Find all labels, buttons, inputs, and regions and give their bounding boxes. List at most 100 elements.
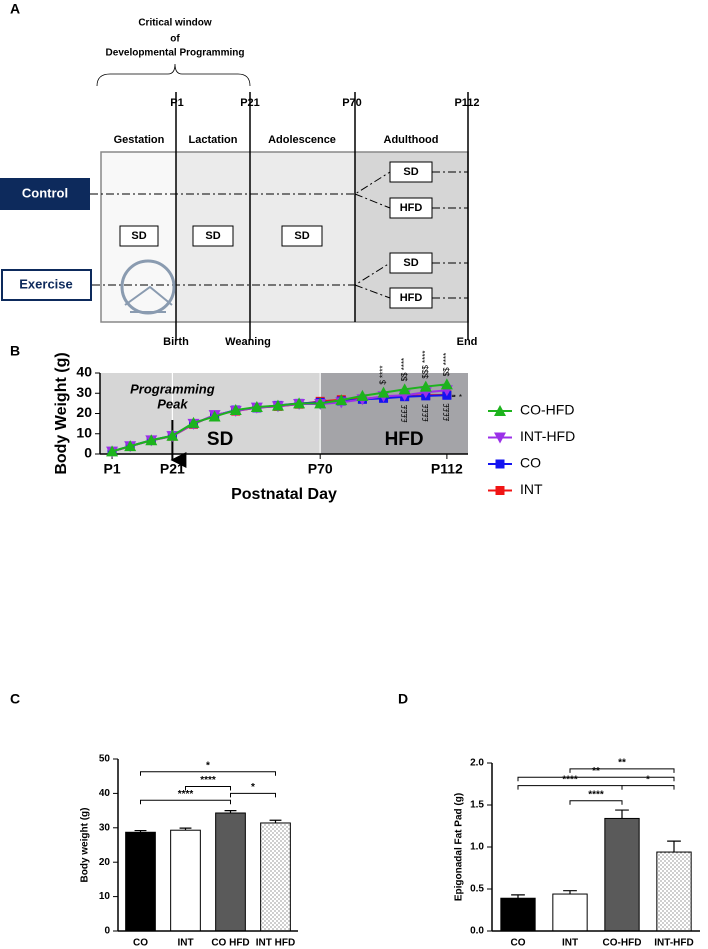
bar (500, 897, 536, 932)
region-label: SD (207, 429, 233, 450)
marker (398, 383, 411, 395)
phase: Adolescence (268, 134, 336, 146)
y-tick-label: 30 (99, 822, 111, 833)
significance-bracket (140, 799, 231, 805)
marker (166, 429, 179, 441)
marker (271, 399, 284, 411)
y-tick-label: 40 (76, 364, 92, 380)
diet-label: SD (131, 230, 146, 242)
diet-label: HFD (400, 292, 423, 304)
significance-label: * (206, 760, 210, 771)
bar (170, 829, 201, 932)
y-tick-label: 40 (99, 788, 111, 799)
significance-bracket (569, 800, 623, 805)
bar (215, 812, 246, 932)
marker (293, 397, 306, 409)
significance-mark: ££££ (400, 404, 409, 422)
diet-label: HFD (400, 202, 423, 214)
x-tick-label: P70 (308, 461, 333, 477)
y-tick-label: 0 (84, 445, 92, 461)
group-label: Control (22, 185, 68, 200)
x-tick-label: INT (562, 938, 578, 949)
milestone: End (457, 336, 478, 348)
error-bar (667, 840, 681, 853)
panel-a: A Critical window of Developmental Progr… (0, 1, 480, 348)
window-text: Developmental Programming (106, 48, 245, 59)
marker (124, 440, 137, 452)
marker (229, 404, 242, 416)
legend-label: CO-HFD (520, 402, 574, 418)
annotation: Peak (157, 396, 188, 411)
error-bar (563, 890, 577, 895)
significance-label: ** (618, 758, 626, 769)
significance-label: **** (200, 775, 216, 786)
group-box (0, 178, 90, 210)
marker (419, 380, 432, 392)
milestone: Weaning (225, 336, 271, 348)
x-tick-label: P21 (160, 461, 185, 477)
x-tick-label: INT (177, 938, 193, 949)
y-tick-label: 10 (99, 891, 111, 902)
marker (208, 410, 221, 422)
x-tick-label: CO (511, 938, 526, 949)
diet-label: SD (205, 230, 220, 242)
bar (552, 893, 588, 932)
diet-box (192, 225, 234, 247)
bar (260, 822, 291, 932)
group-label: Exercise (19, 276, 73, 291)
diet-box (119, 225, 159, 247)
wheel-icon (124, 285, 173, 313)
diet-label: SD (403, 257, 418, 269)
x-tick-label: CO-HFD (603, 938, 642, 949)
y-tick-label: 30 (76, 384, 92, 400)
shaded-region (100, 373, 321, 454)
timepoint: P70 (342, 97, 362, 109)
significance-mark: $ **** (379, 366, 388, 385)
milestone: Birth (163, 336, 189, 348)
marker (106, 445, 119, 457)
diet-label: SD (403, 166, 418, 178)
significance-label: ** (592, 766, 600, 777)
legend-label: INT-HFD (520, 428, 575, 444)
diet-box (389, 287, 433, 309)
panel-label: B (10, 343, 20, 359)
significance-label: **** (588, 789, 604, 800)
significance-mark: $$ **** (442, 353, 451, 377)
flow-line (92, 262, 468, 299)
y-tick-label: 2.0 (470, 758, 484, 769)
x-tick-label: CO HFD (211, 938, 249, 949)
significance-mark: $$ **** (400, 358, 409, 382)
timepoint: P1 (170, 97, 183, 109)
window-text: Critical window (138, 18, 212, 29)
error-bar (511, 894, 525, 899)
diet-box (389, 197, 433, 219)
panel-label: C (10, 691, 20, 707)
error-bar (615, 809, 629, 819)
significance-bracket (517, 785, 623, 790)
significance-mark: ££££ (442, 403, 451, 421)
marker (187, 416, 200, 428)
x-tick-label: INT-HFD (654, 938, 693, 949)
significance-bracket (517, 776, 675, 782)
diet-box (389, 252, 433, 274)
y-tick-label: 0.0 (470, 926, 484, 937)
significance-mark: $$$ **** (421, 351, 430, 379)
bar (604, 817, 640, 932)
y-axis-label: Body weight (g) (80, 808, 91, 883)
x-tick-label: CO (133, 938, 148, 949)
y-axis-label: Body Weight (g) (53, 352, 70, 474)
marker (250, 401, 263, 413)
significance-bracket (621, 785, 675, 790)
y-tick-label: 20 (99, 857, 111, 868)
marker (377, 386, 390, 398)
y-tick-label: 20 (76, 404, 92, 420)
significance-bracket (185, 786, 231, 791)
phase: Lactation (189, 134, 238, 146)
panel-label: A (10, 1, 20, 17)
significance-mark: ££££ (421, 403, 430, 421)
diet-box (389, 161, 433, 183)
bar (656, 851, 692, 932)
significance-mark: * (459, 393, 462, 402)
flow-line (90, 171, 468, 209)
